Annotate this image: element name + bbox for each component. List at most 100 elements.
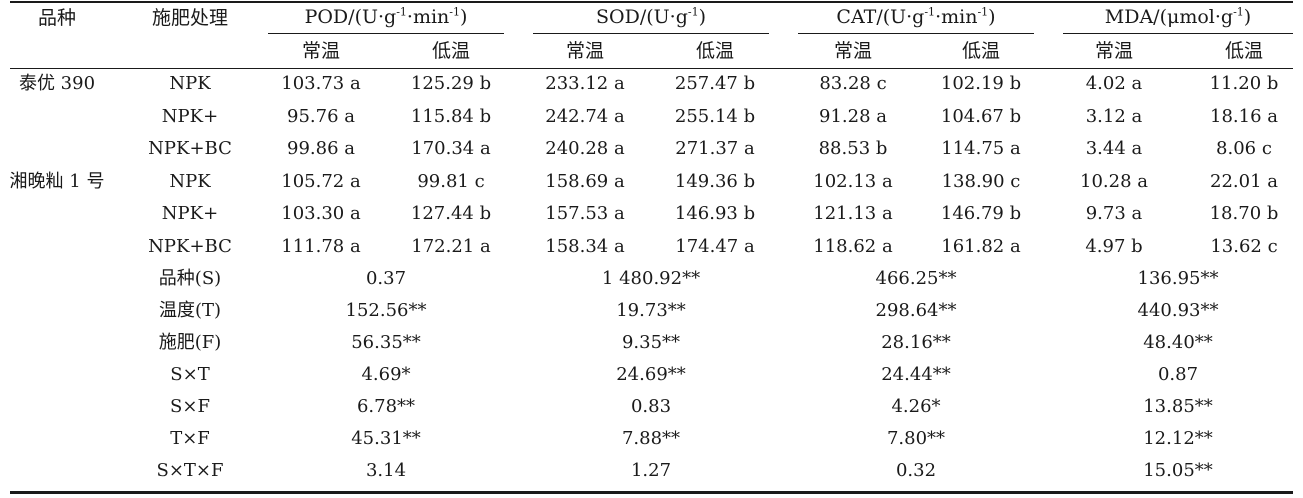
value-cell: 18.16 a — [1210, 105, 1278, 127]
value-cell: 83.28 c — [819, 73, 887, 94]
value-cell: 172.21 a — [411, 235, 491, 257]
value-cell: 149.36 b — [674, 170, 756, 192]
cat-subrule — [798, 33, 1034, 34]
pod-header: POD/(U·g-1·min-1) — [304, 5, 468, 28]
value-cell: 102.13 a — [813, 170, 893, 192]
value-cell: 146.93 b — [674, 203, 756, 224]
value-cell: 161.82 a — [941, 235, 1021, 257]
sod-header: SOD/(U·g-1) — [596, 5, 706, 28]
f-value-cell: 3.14 — [365, 460, 407, 481]
value-cell: 9.73 a — [1085, 203, 1143, 224]
variety-cell: 泰优 390 — [18, 73, 96, 94]
factor-cell: S×T — [170, 364, 210, 385]
value-cell: 4.97 b — [1085, 235, 1143, 257]
f-value-cell: 0.37 — [365, 268, 407, 289]
treatment-cell: NPK+BC — [148, 235, 232, 257]
low-temp-header: 低温 — [431, 40, 471, 62]
f-value-cell: 13.85** — [1143, 396, 1213, 417]
value-cell: 242.74 a — [545, 105, 625, 127]
f-value-cell: 0.32 — [895, 460, 937, 481]
value-cell: 114.75 a — [941, 138, 1021, 159]
f-value-cell: 4.26* — [891, 396, 941, 417]
f-value-cell: 4.69* — [361, 364, 411, 385]
f-value-cell: 1.27 — [630, 460, 672, 481]
normal-temp-header: 常温 — [565, 40, 605, 62]
f-value-cell: 6.78** — [356, 396, 416, 417]
value-cell: 127.44 b — [410, 203, 492, 224]
pod-subrule — [268, 33, 504, 34]
value-cell: 233.12 a — [545, 73, 625, 94]
value-cell: 104.67 b — [940, 105, 1022, 127]
f-value-cell: 0.87 — [1157, 364, 1199, 385]
f-value-cell: 7.88** — [621, 428, 681, 449]
factor-cell: 温度(T) — [158, 300, 222, 321]
value-cell: 271.37 a — [675, 138, 755, 159]
value-cell: 95.76 a — [287, 105, 355, 127]
value-cell: 91.28 a — [819, 105, 887, 127]
value-cell: 121.13 a — [813, 203, 893, 224]
low-temp-header: 低温 — [961, 40, 1001, 62]
f-value-cell: 9.35** — [621, 332, 681, 353]
value-cell: 170.34 a — [411, 138, 491, 159]
value-cell: 146.79 b — [940, 203, 1022, 224]
value-cell: 3.44 a — [1085, 138, 1143, 159]
value-cell: 115.84 b — [410, 105, 492, 127]
value-cell: 102.19 b — [940, 73, 1022, 94]
value-cell: 118.62 a — [813, 235, 893, 257]
normal-temp-header: 常温 — [1094, 40, 1134, 62]
value-cell: 88.53 b — [818, 138, 888, 159]
normal-temp-header: 常温 — [301, 40, 341, 62]
sod-subrule — [533, 33, 769, 34]
f-value-cell: 28.16** — [881, 332, 951, 353]
value-cell: 174.47 a — [675, 235, 755, 257]
f-value-cell: 24.44** — [881, 364, 951, 385]
value-cell: 18.70 b — [1209, 203, 1279, 224]
f-value-cell: 0.83 — [630, 396, 672, 417]
value-cell: 4.02 a — [1085, 73, 1143, 94]
factor-cell: S×F — [170, 396, 210, 417]
f-value-cell: 19.73** — [616, 300, 686, 321]
treatment-cell: NPK+ — [161, 203, 219, 224]
f-value-cell: 15.05** — [1143, 460, 1213, 481]
value-cell: 103.73 a — [281, 73, 361, 94]
variety-header: 品种 — [37, 7, 77, 29]
f-value-cell: 24.69** — [616, 364, 686, 385]
variety-cell: 湘晚籼 1 号 — [9, 170, 105, 192]
value-cell: 99.86 a — [287, 138, 355, 159]
value-cell: 103.30 a — [281, 203, 361, 224]
value-cell: 22.01 a — [1210, 170, 1278, 192]
low-temp-header: 低温 — [1224, 40, 1264, 62]
low-temp-header: 低温 — [695, 40, 735, 62]
value-cell: 111.78 a — [281, 235, 361, 257]
value-cell: 157.53 a — [545, 203, 625, 224]
treatment-cell: NPK+ — [161, 105, 219, 127]
value-cell: 255.14 b — [674, 105, 756, 127]
mda-subrule — [1063, 33, 1293, 34]
value-cell: 138.90 c — [941, 170, 1021, 192]
f-value-cell: 48.40** — [1143, 332, 1213, 353]
treatment-cell: NPK+BC — [148, 138, 232, 159]
value-cell: 8.06 c — [1216, 138, 1272, 159]
factor-cell: S×T×F — [156, 460, 224, 481]
value-cell: 3.12 a — [1085, 105, 1143, 127]
factor-cell: 品种(S) — [158, 268, 222, 289]
f-value-cell: 7.80** — [886, 428, 946, 449]
cat-header: CAT/(U·g-1·min-1) — [836, 5, 996, 28]
f-value-cell: 136.95** — [1137, 268, 1219, 289]
value-cell: 125.29 b — [410, 73, 492, 94]
value-cell: 11.20 b — [1209, 73, 1279, 94]
f-value-cell: 56.35** — [351, 332, 421, 353]
value-cell: 10.28 a — [1080, 170, 1148, 192]
f-value-cell: 466.25** — [875, 268, 957, 289]
mda-header: MDA/(μmol·g-1) — [1104, 5, 1252, 28]
f-value-cell: 152.56** — [345, 300, 427, 321]
normal-temp-header: 常温 — [833, 40, 873, 62]
f-value-cell: 440.93** — [1137, 300, 1219, 321]
header-rule — [10, 68, 1293, 69]
treatment-cell: NPK — [169, 170, 211, 192]
value-cell: 13.62 c — [1210, 235, 1278, 257]
factor-cell: T×F — [170, 428, 210, 449]
value-cell: 158.34 a — [545, 235, 625, 257]
f-value-cell: 1 480.92** — [601, 268, 701, 289]
